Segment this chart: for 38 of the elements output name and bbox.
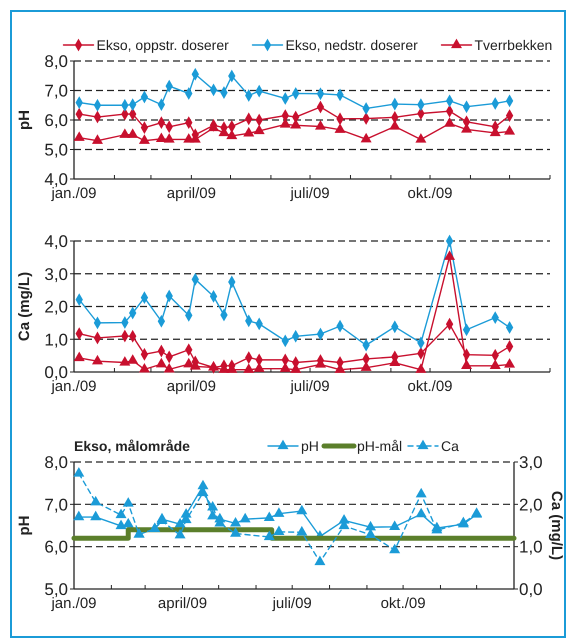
legend-label: Tverrbekken: [474, 37, 552, 53]
x-tick-label: juli/09: [289, 185, 330, 202]
x-tick-label: juli/09: [272, 595, 312, 612]
y-tick-label: 8,0: [44, 52, 68, 71]
y-tick-label: 8,0: [44, 453, 68, 472]
y-tick-label: 4,0: [44, 170, 68, 189]
y-tick-label: 5,0: [44, 580, 68, 599]
x-tick-label: okt./09: [408, 185, 453, 202]
y-tick-label: 1,0: [44, 330, 68, 350]
x-tick-label: april/09: [158, 595, 208, 612]
y2-axis-title: Ca (mg/L): [548, 490, 565, 560]
y2-tick-label: 3,0: [519, 453, 543, 472]
chart-title: Ekso, målområde: [74, 438, 190, 454]
y2-tick-label: 2,0: [519, 495, 543, 514]
y-tick-label: 3,0: [44, 264, 68, 284]
y-tick-label: 6,0: [44, 111, 68, 130]
legend-label: Ekso, oppstr. doserer: [96, 37, 230, 53]
y-tick-label: 0,0: [44, 363, 68, 382]
y-axis-title: pH: [16, 110, 33, 130]
x-tick-label: okt./09: [380, 595, 426, 612]
y-tick-label: 6,0: [44, 538, 68, 557]
legend-label: pH: [301, 438, 319, 454]
legend-label: pH-mål: [357, 438, 402, 454]
x-tick-label: april/09: [166, 378, 216, 395]
y2-tick-label: 0,0: [519, 580, 543, 599]
y-tick-label: 7,0: [44, 82, 68, 100]
y-tick-label: 7,0: [44, 495, 68, 514]
y-axis-title: pH: [16, 516, 33, 536]
y-tick-label: 2,0: [44, 298, 68, 316]
y2-tick-label: 1,0: [519, 538, 543, 557]
y-tick-label: 5,0: [44, 140, 68, 160]
y-tick-label: 4,0: [44, 232, 68, 251]
x-tick-label: april/09: [166, 185, 216, 202]
legend-label: Ca: [441, 438, 460, 454]
x-tick-label: okt./09: [408, 378, 453, 395]
y-axis-title: Ca (mg/L): [16, 272, 33, 342]
x-tick-label: juli/09: [289, 378, 330, 395]
legend-label: Ekso, nedstr. doserer: [286, 37, 418, 53]
